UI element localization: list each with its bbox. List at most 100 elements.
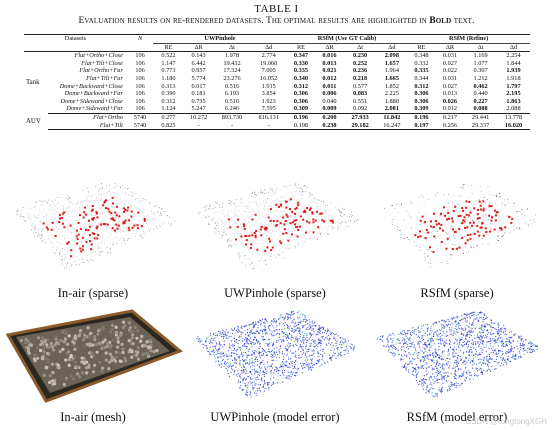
uwpinhole-cell: 19.060: [260, 59, 278, 67]
uwpinhole-cell: 6.246: [213, 105, 251, 114]
rsfm-refine-cell: 0.013: [442, 90, 458, 98]
rsfm-gt-cell: 0.021: [322, 67, 337, 75]
figure-inair-sparse: [2, 180, 184, 282]
rsfm-refine-cell: 0.344: [414, 74, 429, 82]
rsfm-refine-cell: 0.306: [414, 90, 429, 98]
caption-suffix: text.: [451, 16, 475, 26]
header-dr: ΔR: [315, 43, 344, 53]
rsfm-gt-cell: 0.092: [343, 105, 377, 114]
header-dt: Δt: [213, 43, 251, 53]
figure-uwpinhole-model-error: [184, 305, 366, 407]
caption-text: Evaluation results on re-rendered datase…: [78, 16, 430, 26]
error-map-uwpinhole: [196, 310, 355, 398]
uwpinhole-cell: 0.181: [191, 90, 206, 98]
uwpinhole-cell: 1.923: [261, 97, 276, 105]
pointcloud-uwpinhole-sparse: [198, 182, 359, 269]
rsfm-refine-cell: 2.195: [506, 90, 521, 98]
rsfm-refine-cell: 0.306: [414, 97, 429, 105]
rsfm-gt-cell: 0.238: [315, 121, 344, 131]
header-dt: Δt: [343, 43, 377, 53]
rsfm-gt-cell: 0.577: [353, 82, 368, 90]
header-dr: ΔR: [435, 43, 465, 53]
rsfm-refine-cell: 0.462: [473, 82, 488, 90]
uwpinhole-cell: 5.247: [183, 105, 214, 114]
rsfm-refine-cell: 0.027: [442, 59, 458, 67]
uwpinhole-cell: 0.735: [191, 97, 206, 105]
uwpinhole-cell: 0.390: [161, 90, 176, 98]
uwpinhole-cell: 5.774: [191, 74, 206, 82]
rsfm-gt-cell: 0.040: [322, 97, 337, 105]
table-row: Flat+Tilt+Close 106 1.147 6.442 19.432 19.060…: [24, 60, 530, 68]
count-cell: 106: [135, 97, 145, 105]
rsfm-gt-cell: 0.551: [353, 97, 368, 105]
figure-label-uwpinhole-model-error: UWPinhole (model error): [210, 410, 340, 424]
rsfm-gt-cell: 27.933: [351, 113, 369, 121]
header-dt: Δt: [464, 43, 498, 53]
rsfm-gt-cell: 0.200: [322, 113, 337, 121]
uwpinhole-cell: 19.432: [223, 59, 241, 67]
uwpinhole-cell: -: [213, 121, 251, 131]
uwpinhole-cell: 7.005: [261, 67, 276, 75]
table-row: Flat+Tilt+Far 106 1.180 5.774 23.276 16.052 0.…: [24, 75, 530, 83]
rsfm-refine-cell: 0.196: [414, 113, 429, 121]
rsfm-refine-cell: 0.256: [435, 121, 465, 131]
error-map-rsfm: [376, 311, 538, 398]
header-dd: Δd: [497, 43, 530, 53]
rsfm-refine-cell: 0.088: [464, 105, 498, 114]
rsfm-refine-cell: 0.332: [414, 59, 429, 67]
rsfm-gt-cell: 0.013: [322, 59, 337, 67]
rsfm-gt-cell: 0.312: [293, 82, 309, 90]
uwpinhole-cell: -: [183, 121, 214, 131]
watermark: CSDN @tongtongXGH: [465, 417, 548, 426]
uwpinhole-cell: 0.825: [153, 121, 184, 131]
figure-label-inair-mesh: In-air (mesh): [60, 410, 126, 424]
uwpinhole-cell: 0.522: [161, 52, 176, 60]
uwpinhole-cell: 17.324: [223, 67, 241, 75]
figure-rsfm-model-error: [366, 305, 548, 407]
header-dd: Δd: [376, 43, 408, 53]
rsfm-gt-cell: 0.011: [322, 82, 337, 90]
header-n: N: [126, 34, 154, 44]
count-cell: 106: [135, 67, 145, 75]
rsfm-gt-cell: 1.657: [384, 59, 399, 67]
rsfm-gt-cell: 0.335: [293, 67, 309, 75]
uwpinhole-cell: 6.442: [191, 59, 206, 67]
header-dr: ΔR: [183, 43, 214, 53]
header-re: RE: [153, 43, 184, 53]
count-cell: 106: [135, 82, 145, 90]
uwpinhole-cell: 2.774: [261, 52, 276, 60]
rsfm-refine-cell: 0.227: [473, 97, 488, 105]
uwpinhole-cell: 0.277: [161, 113, 176, 121]
rsfm-gt-cell: 0.340: [293, 74, 309, 82]
figure-label-rsfm-sparse: RSfM (sparse): [420, 286, 494, 300]
dataset-name-cell: Flat+Tilt+Close: [81, 59, 123, 67]
uwpinhole-cell: 0.313: [161, 82, 176, 90]
table-caption: Evaluation results on re-rendered datase…: [0, 16, 553, 26]
rsfm-refine-cell: 13.778: [504, 113, 523, 121]
rsfm-refine-cell: 2.254: [506, 52, 521, 60]
rsfm-gt-cell: 16.247: [376, 121, 408, 131]
rsfm-gt-cell: 0.330: [293, 59, 309, 67]
rsfm-refine-cell: 29.337: [464, 121, 498, 131]
results-table-body: Tank Flat+Ortho+Close 106 0.522 0.143 1.978 2.…: [24, 52, 530, 131]
uwpinhole-cell: 3.854: [261, 90, 276, 98]
uwpinhole-cell: 1.915: [261, 82, 276, 90]
uwpinhole-cell: 10.272: [189, 113, 208, 121]
rsfm-refine-cell: 16.020: [497, 121, 530, 131]
rsfm-refine-cell: 0.012: [435, 105, 465, 114]
rsfm-gt-cell: 1.665: [384, 74, 399, 82]
rsfm-gt-cell: 0.218: [353, 74, 368, 82]
uwpinhole-cell: 0.143: [191, 52, 206, 60]
rsfm-refine-cell: 1.077: [473, 59, 488, 67]
group-label: Tank: [26, 79, 40, 87]
uwpinhole-cell: 1.978: [224, 52, 240, 60]
rsfm-gt-cell: 1.880: [384, 97, 399, 105]
pointcloud-inair-sparse: [16, 183, 176, 269]
uwpinhole-cell: 0.516: [224, 82, 240, 90]
rsfm-refine-cell: 1.918: [506, 74, 521, 82]
uwpinhole-cell: 1.124: [153, 105, 184, 114]
rsfm-gt-cell: 0.306: [293, 90, 309, 98]
uwpinhole-cell: 0.773: [161, 67, 176, 75]
uwpinhole-cell: 0.510: [224, 97, 240, 105]
uwpinhole-cell: 6.193: [224, 90, 240, 98]
